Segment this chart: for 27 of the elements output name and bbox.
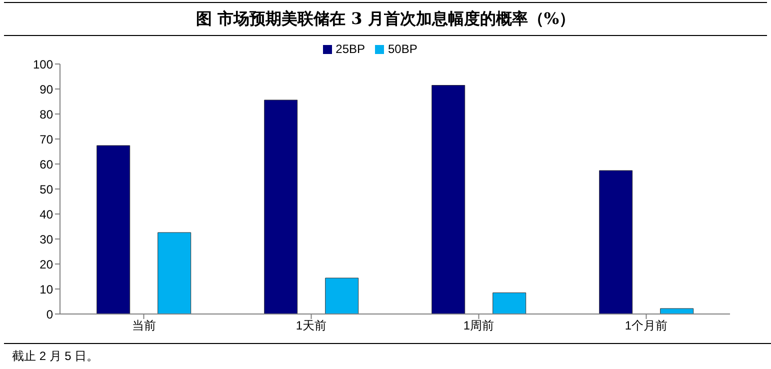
bar <box>660 308 694 314</box>
chart-title: 图 市场预期美联储在 3 月首次加息幅度的概率（%） <box>4 2 767 36</box>
y-tick-label: 70 <box>40 132 54 146</box>
x-tick-label: 1周前 <box>463 318 494 333</box>
bar <box>432 85 466 314</box>
y-tick-label: 80 <box>40 107 54 122</box>
bar <box>325 278 359 314</box>
y-tick-label: 30 <box>40 232 54 246</box>
bar <box>492 292 526 314</box>
text: 截止 2 月 5 日。 <box>12 349 99 363</box>
bar <box>264 100 298 314</box>
legend-label: 25BP <box>336 42 365 56</box>
y-tick-label: 60 <box>40 157 54 172</box>
y-tick-label: 100 <box>32 57 54 72</box>
y-tick-label: 10 <box>40 282 54 296</box>
x-tick-label: 1天前 <box>296 318 327 333</box>
y-tick-label: 0 <box>46 307 54 322</box>
y-tick-label: 50 <box>40 182 54 196</box>
y-tick-label: 20 <box>40 257 54 272</box>
x-tick-label: 1个月前 <box>624 318 668 333</box>
bar <box>599 170 633 314</box>
y-tick-label: 40 <box>40 207 54 222</box>
legend-label: 50BP <box>388 42 418 56</box>
y-tick-label: 90 <box>40 82 54 96</box>
bar <box>158 232 192 314</box>
bar <box>96 145 130 314</box>
x-tick-label: 当前 <box>132 318 156 333</box>
